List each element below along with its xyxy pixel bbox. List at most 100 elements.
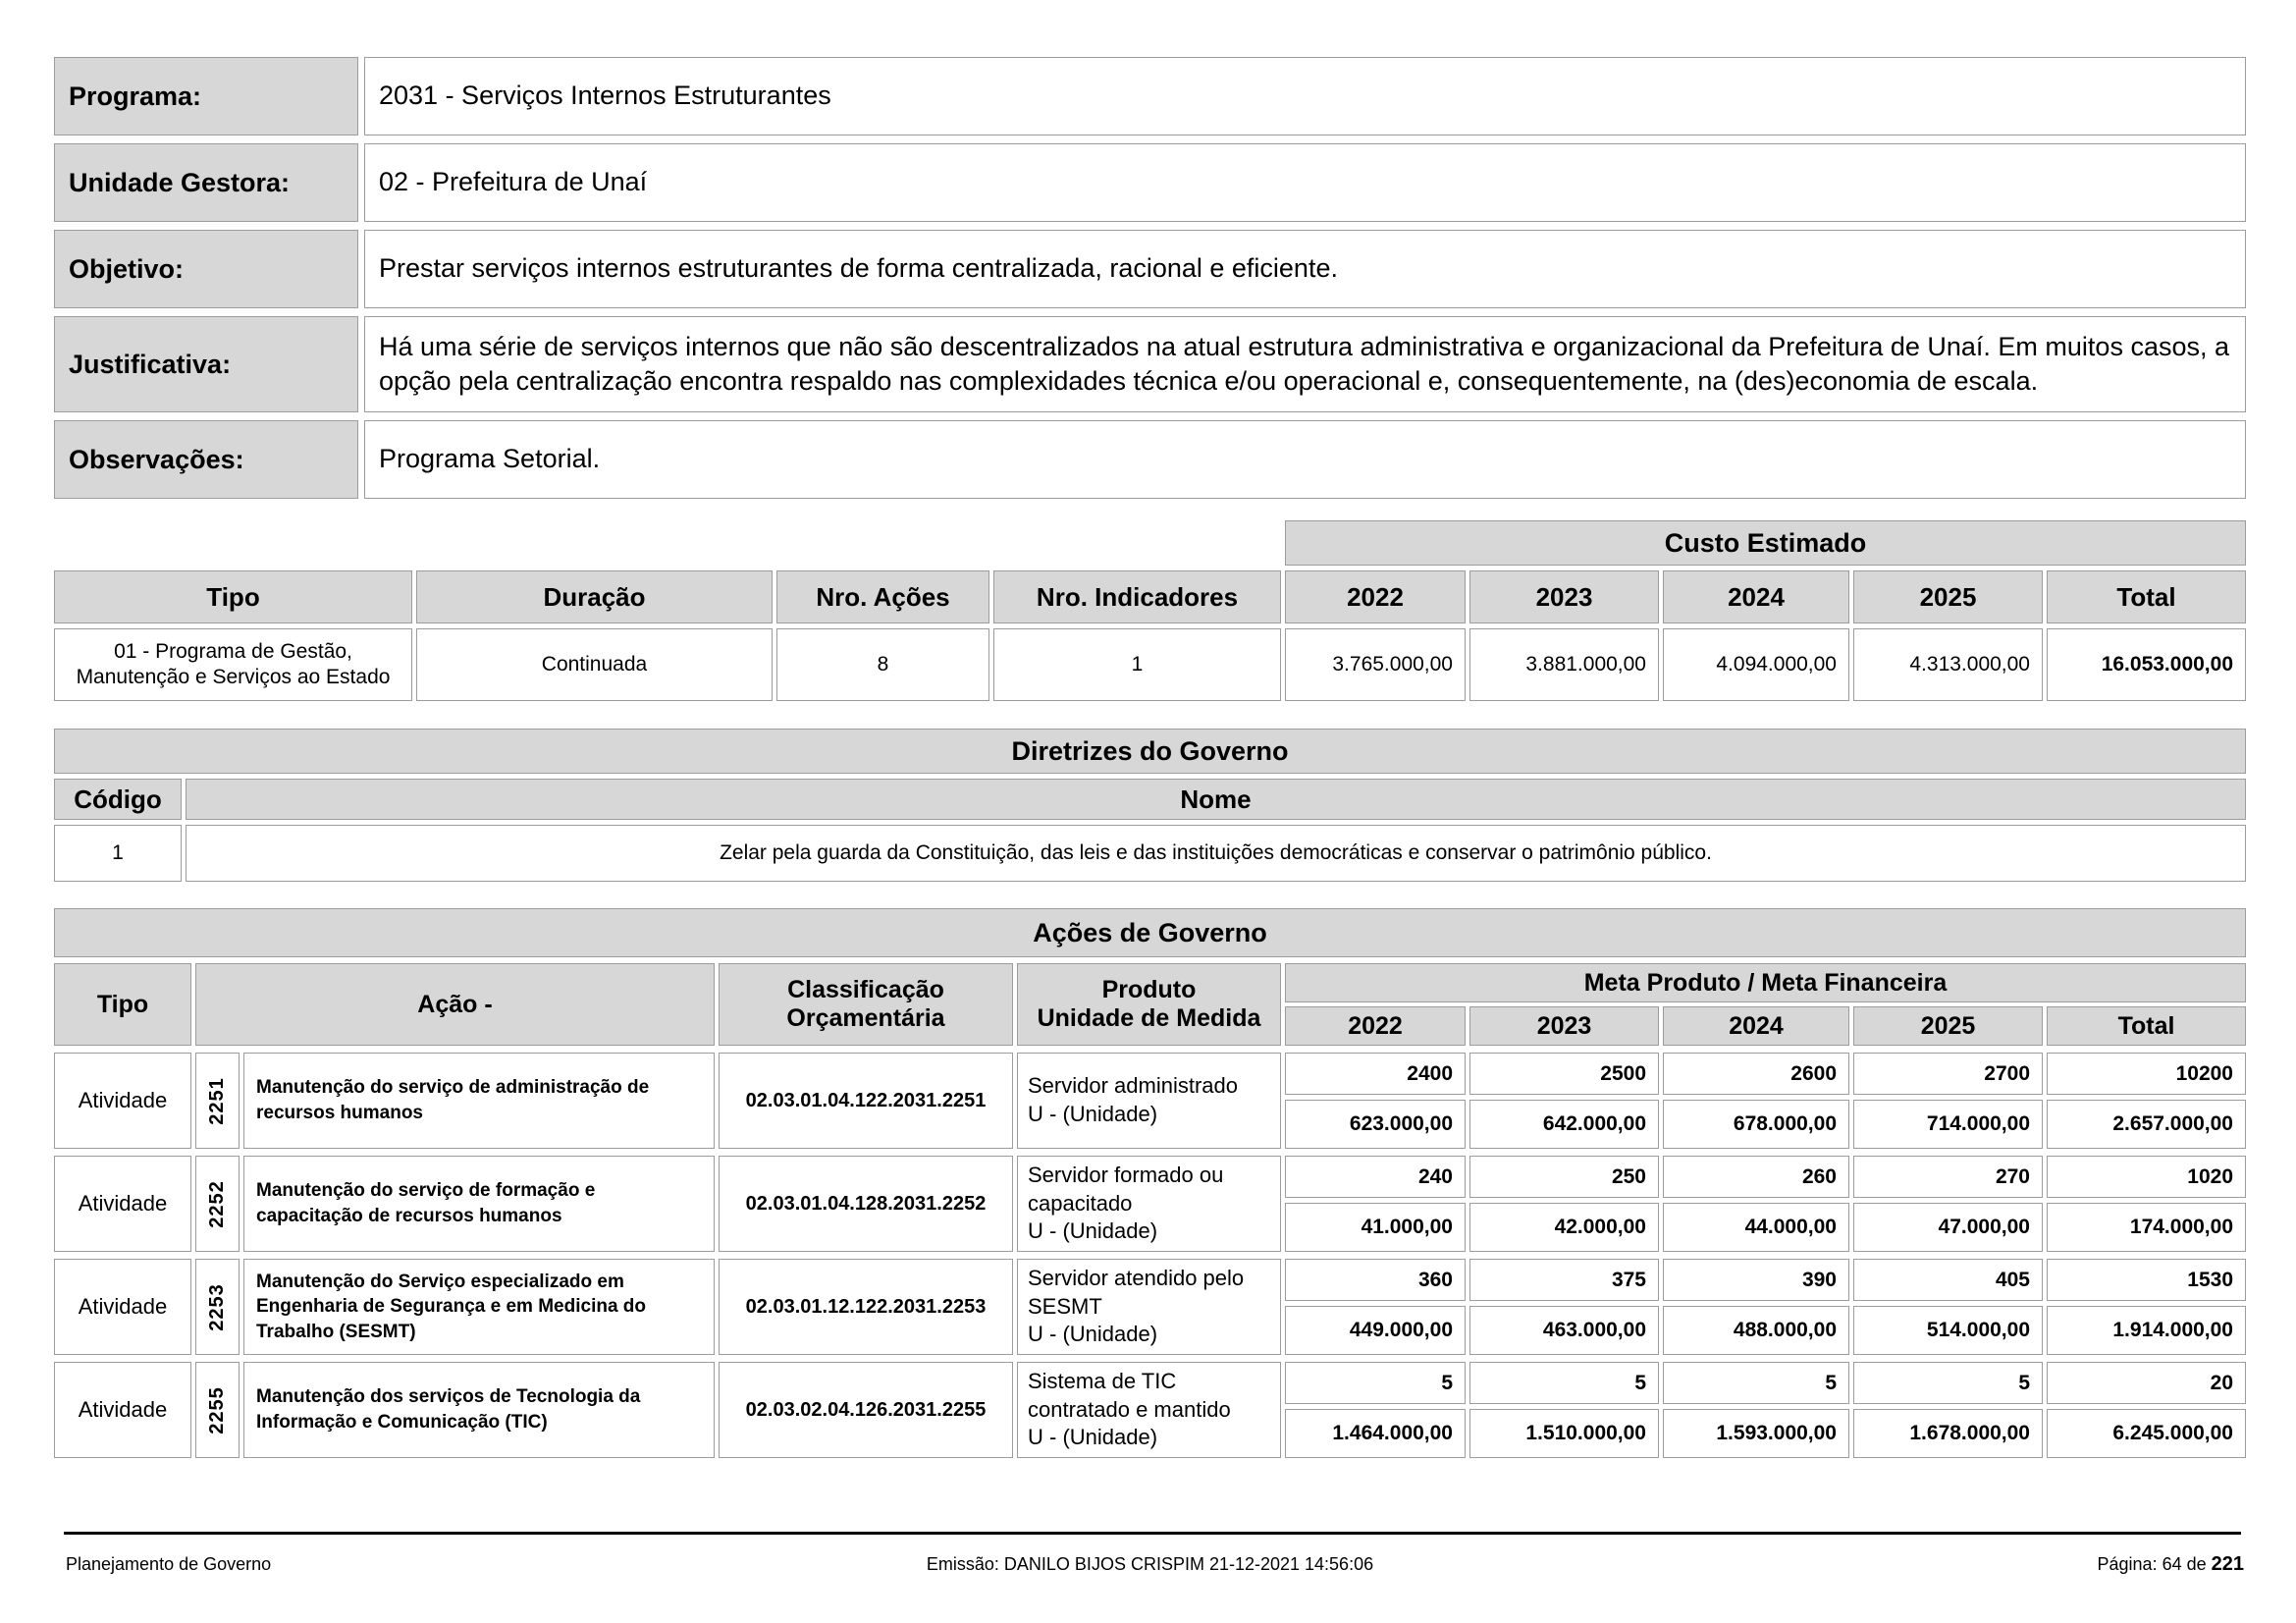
custo-estimado-banner: Custo Estimado [1285,520,2246,566]
action-tipo: Atividade [54,1362,191,1458]
action-nome: Manutenção do serviço de formação e capa… [243,1156,715,1252]
action-produto: Sistema de TIC contratado e mantido U - … [1017,1362,1281,1458]
info-row-objetivo: Objetivo: Prestar serviços internos estr… [54,230,2246,308]
fin-2023: 42.000,00 [1469,1203,1659,1252]
observacoes-value: Programa Setorial. [364,420,2246,499]
fin-2022: 623.000,00 [1285,1100,1466,1149]
fin-2023: 1.510.000,00 [1469,1409,1659,1458]
custo-col-nro-acoes: Nro. Ações [776,570,989,623]
meta-2022: 360 [1285,1259,1466,1301]
custo-col-2022: 2022 [1285,570,1466,623]
action-numero-text: 2253 [206,1282,228,1331]
custo-2024-value: 4.094.000,00 [1663,628,1849,701]
diretriz-nome-value: Zelar pela guarda da Constituição, das l… [186,825,2246,882]
unidade-gestora-label: Unidade Gestora: [54,143,358,222]
acoes-table: Ações de Governo Tipo Ação - Classificaç… [54,908,2246,1458]
fin-total: 1.914.000,00 [2047,1306,2246,1355]
action-produto: Servidor formado ou capacitado U - (Unid… [1017,1156,1281,1252]
action-tipo: Atividade [54,1053,191,1149]
meta-2023: 5 [1469,1362,1659,1404]
meta-2023: 375 [1469,1259,1659,1301]
custo-estimado-table: Custo Estimado Tipo Duração Nro. Ações N… [54,520,2246,701]
objetivo-label: Objetivo: [54,230,358,308]
action-row-2253: Atividade 2253 Manutenção do Serviço esp… [54,1259,2246,1355]
custo-nro-indicadores-value: 1 [993,628,1281,701]
fin-total: 6.245.000,00 [2047,1409,2246,1458]
custo-2025-value: 4.313.000,00 [1853,628,2043,701]
custo-col-duracao: Duração [416,570,773,623]
unidade-gestora-value: 02 - Prefeitura de Unaí [364,143,2246,222]
info-row-justificativa: Justificativa: Há uma série de serviços … [54,316,2246,412]
fin-2024: 1.593.000,00 [1663,1409,1849,1458]
meta-2022: 2400 [1285,1053,1466,1095]
acoes-col-produto: Produto Unidade de Medida [1017,963,1281,1046]
custo-data-row: 01 - Programa de Gestão, Manutenção e Se… [54,628,2246,701]
justificativa-label: Justificativa: [54,316,358,412]
custo-col-2025: 2025 [1853,570,2043,623]
meta-total: 1020 [2047,1156,2246,1198]
diretrizes-banner: Diretrizes do Governo [54,729,2246,774]
action-row-2255: Atividade 2255 Manutenção dos serviços d… [54,1362,2246,1458]
meta-total: 1530 [2047,1259,2246,1301]
fin-2024: 44.000,00 [1663,1203,1849,1252]
diretrizes-col-nome: Nome [186,779,2246,820]
meta-2024: 5 [1663,1362,1849,1404]
action-nome: Manutenção dos serviços de Tecnologia da… [243,1362,715,1458]
action-numero: 2253 [195,1259,240,1355]
meta-2022: 5 [1285,1362,1466,1404]
acoes-col-produto-line2: Unidade de Medida [1037,1004,1261,1032]
custo-header-row: Tipo Duração Nro. Ações Nro. Indicadores… [54,570,2246,623]
info-row-unidade-gestora: Unidade Gestora: 02 - Prefeitura de Unaí [54,143,2246,222]
action-produto-unidade: U - (Unidade) [1028,1322,1158,1347]
meta-2024: 390 [1663,1259,1849,1301]
action-nome: Manutenção do serviço de administração d… [243,1053,715,1149]
programa-value: 2031 - Serviços Internos Estruturantes [364,57,2246,135]
action-classificacao: 02.03.02.04.126.2031.2255 [719,1362,1013,1458]
fin-2025: 714.000,00 [1853,1100,2043,1149]
fin-total: 174.000,00 [2047,1203,2246,1252]
meta-total: 10200 [2047,1053,2246,1095]
custo-total-value: 16.053.000,00 [2047,628,2246,701]
custo-col-total: Total [2047,570,2246,623]
fin-total: 2.657.000,00 [2047,1100,2246,1149]
objetivo-value: Prestar serviços internos estruturantes … [364,230,2246,308]
custo-nro-acoes-value: 8 [776,628,989,701]
program-info-table: Programa: 2031 - Serviços Internos Estru… [54,57,2246,507]
footer-emission-info: Emissão: DANILO BIJOS CRISPIM 21-12-2021… [926,1554,1374,1574]
meta-2023: 2500 [1469,1053,1659,1095]
action-classificacao: 02.03.01.04.128.2031.2252 [719,1156,1013,1252]
action-produto-unidade: U - (Unidade) [1028,1102,1158,1126]
fin-2023: 463.000,00 [1469,1306,1659,1355]
programa-label: Programa: [54,57,358,135]
acoes-col-2024: 2024 [1663,1006,1849,1046]
custo-col-tipo: Tipo [54,570,412,623]
meta-total: 20 [2047,1362,2246,1404]
acoes-col-tipo: Tipo [54,963,191,1046]
diretriz-codigo-value: 1 [54,825,182,882]
acoes-meta-banner: Meta Produto / Meta Financeira [1285,963,2246,1002]
footer-report-name: Planejamento de Governo [66,1554,272,1574]
custo-2022-value: 3.765.000,00 [1285,628,1466,701]
action-tipo: Atividade [54,1156,191,1252]
action-produto-nome: Servidor administrado [1028,1073,1238,1099]
action-numero-text: 2251 [206,1076,228,1125]
acoes-col-2023: 2023 [1469,1006,1659,1046]
acoes-col-total: Total [2047,1006,2246,1046]
action-produto-nome: Sistema de TIC contratado e mantido [1028,1369,1231,1422]
footer-page-total: 221 [2211,1553,2244,1575]
action-produto-nome: Servidor atendido pelo SESMT [1028,1266,1245,1319]
meta-2023: 250 [1469,1156,1659,1198]
meta-2025: 2700 [1853,1053,2043,1095]
fin-2022: 449.000,00 [1285,1306,1466,1355]
fin-2024: 488.000,00 [1663,1306,1849,1355]
footer-divider [64,1532,2241,1535]
action-numero-text: 2255 [206,1385,228,1434]
meta-2022: 240 [1285,1156,1466,1198]
acoes-col-2025: 2025 [1853,1006,2043,1046]
fin-2024: 678.000,00 [1663,1100,1849,1149]
action-tipo: Atividade [54,1259,191,1355]
action-row-2252: Atividade 2252 Manutenção do serviço de … [54,1156,2246,1252]
custo-2023-value: 3.881.000,00 [1469,628,1659,701]
fin-2023: 642.000,00 [1469,1100,1659,1149]
action-produto: Servidor administrado U - (Unidade) [1017,1053,1281,1149]
